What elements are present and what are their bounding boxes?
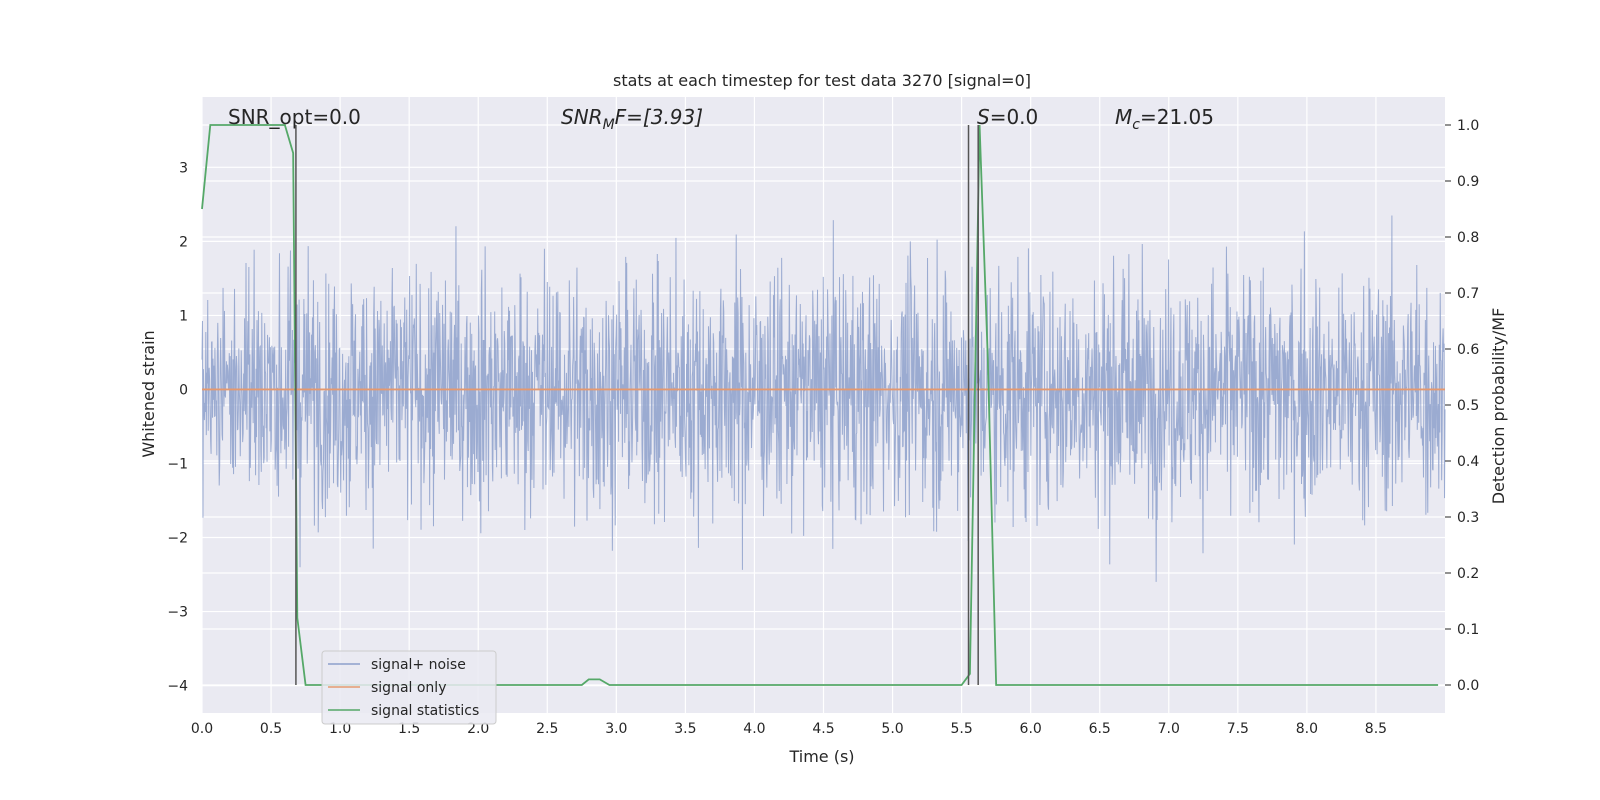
- y-right-tick-label: 0.3: [1457, 510, 1479, 526]
- annotation-mc-main: M: [1115, 105, 1132, 129]
- series-signal-noise: [201, 215, 1446, 582]
- legend-box: [321, 650, 497, 725]
- y-right-tick-label: 0.6: [1457, 342, 1479, 358]
- y-left-tick-label: 0: [179, 382, 188, 398]
- x-tick-label: 3.0: [605, 721, 627, 737]
- x-tick-label: 1.0: [329, 721, 351, 737]
- y-right-tick-label: 0.7: [1457, 286, 1479, 302]
- annotation-snr-mf: SNRMF=[3.93]: [561, 105, 703, 133]
- y-right-tick-label: 0.5: [1457, 398, 1479, 414]
- x-tick-label: 6.0: [1020, 721, 1042, 737]
- y-left-tick-label: −3: [167, 605, 188, 621]
- y-right-tick-label: 0.4: [1457, 454, 1479, 470]
- y-right-axis-ticks: 1.0 0.9 0.8 0.7 0.6 0.5 0.4 0.3 0.2 0.1 0.0: [1445, 118, 1479, 694]
- x-tick-label: 6.5: [1089, 721, 1111, 737]
- y-right-tick-label: 0.9: [1457, 174, 1479, 190]
- x-tick-label: 8.0: [1296, 721, 1318, 737]
- x-tick-label: 5.5: [950, 721, 972, 737]
- y-left-tick-label: −1: [167, 456, 188, 472]
- legend-label-signal-only: signal only: [371, 680, 446, 696]
- annotation-s-rest: =0.0: [990, 105, 1039, 129]
- y-left-tick-label: 3: [179, 160, 188, 176]
- annotation-mc: Mc=21.05: [1115, 105, 1214, 133]
- legend-label-signal-noise: signal+ noise: [371, 657, 466, 673]
- x-tick-label: 2.0: [467, 721, 489, 737]
- x-tick-label: 7.0: [1158, 721, 1180, 737]
- y-left-axis-ticks: 3 2 1 0 −1 −2 −3 −4: [167, 160, 188, 694]
- y-right-tick-label: 0.1: [1457, 622, 1479, 638]
- chart-title: stats at each timestep for test data 327…: [613, 71, 1031, 90]
- y-right-tick-label: 0.0: [1457, 678, 1479, 694]
- y-right-tick-label: 0.2: [1457, 566, 1479, 582]
- annotation-s-main: S: [977, 105, 990, 129]
- annotation-snr-opt: SNR_opt=0.0: [228, 105, 361, 129]
- x-tick-label: 0.5: [260, 721, 282, 737]
- x-tick-label: 7.5: [1227, 721, 1249, 737]
- legend-label-signal-statistics: signal statistics: [371, 703, 479, 719]
- y-left-tick-label: 1: [179, 308, 188, 324]
- x-axis-label: Time (s): [788, 747, 854, 766]
- y-left-axis-label: Whitened strain: [139, 330, 158, 457]
- series-path-signal-statistics: [201, 124, 1439, 686]
- annotation-mc-sub: c: [1132, 117, 1140, 133]
- annotation-mc-rest: =21.05: [1140, 105, 1214, 129]
- x-tick-label: 3.5: [674, 721, 696, 737]
- y-right-axis-label: Detection probability/MF: [1489, 308, 1508, 505]
- x-tick-label: 2.5: [536, 721, 558, 737]
- vertical-markers: [295, 125, 979, 685]
- series-lines: [201, 124, 1445, 686]
- legend: signal+ noise signal only signal statist…: [321, 650, 497, 725]
- x-tick-label: 1.5: [398, 721, 420, 737]
- annotation-snr-mf-main: SNR: [561, 105, 603, 129]
- y-right-tick-label: 1.0: [1457, 118, 1479, 134]
- x-tick-label: 4.0: [743, 721, 765, 737]
- annotation-snr-mf-sub: M: [603, 117, 615, 133]
- annotation-s: S=0.0: [977, 105, 1038, 129]
- x-tick-label: 4.5: [812, 721, 834, 737]
- x-tick-label: 8.5: [1365, 721, 1387, 737]
- x-tick-label: 0.0: [191, 721, 213, 737]
- y-right-tick-label: 0.8: [1457, 230, 1479, 246]
- series-path-signal-noise: [201, 215, 1446, 582]
- annotation-snr-mf-rest: F=[3.93]: [615, 105, 703, 129]
- y-left-tick-label: −2: [167, 531, 188, 547]
- x-tick-label: 5.0: [881, 721, 903, 737]
- y-left-tick-label: 2: [179, 234, 188, 250]
- x-axis-ticks: 0.0 0.5 1.0 1.5 2.0 2.5 3.0 3.5 4.0 4.5 5.0 5.5 6.0 6…: [191, 721, 1387, 737]
- y-left-tick-label: −4: [167, 679, 188, 695]
